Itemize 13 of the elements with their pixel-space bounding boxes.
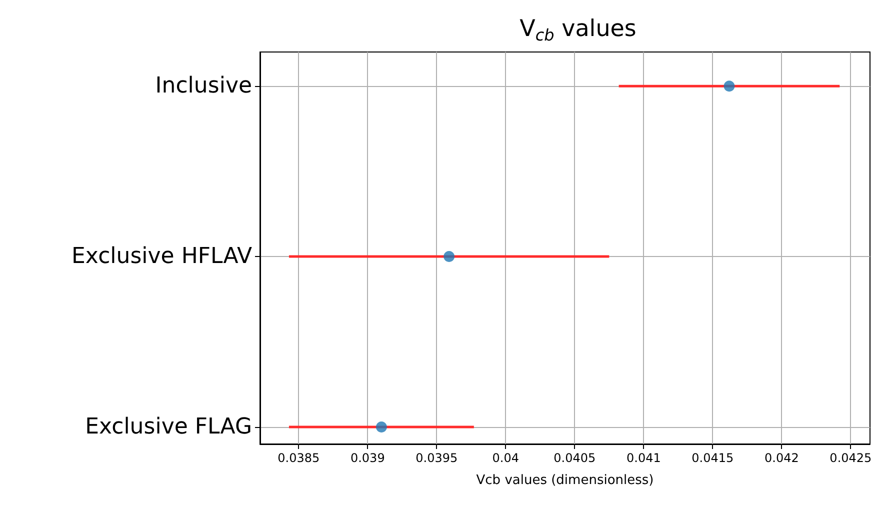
- x-tick-label: 0.0395: [416, 451, 458, 465]
- x-axis-title: Vcb values (dimensionless): [476, 473, 654, 488]
- y-tick-label: Exclusive HFLAV: [72, 244, 252, 270]
- x-tick-label: 0.04: [492, 451, 520, 465]
- x-tick-label: 0.041: [626, 451, 661, 465]
- y-tick-label: Inclusive: [155, 74, 252, 99]
- x-tick-label: 0.0425: [830, 451, 872, 465]
- x-tick-label: 0.0415: [692, 451, 734, 465]
- x-tick-label: 0.039: [350, 451, 385, 465]
- x-tick-label: 0.042: [764, 451, 799, 465]
- x-tick-label: 0.0385: [278, 451, 320, 465]
- y-tick-label: Exclusive FLAG: [85, 414, 252, 440]
- x-tick-label: 0.0405: [554, 451, 596, 465]
